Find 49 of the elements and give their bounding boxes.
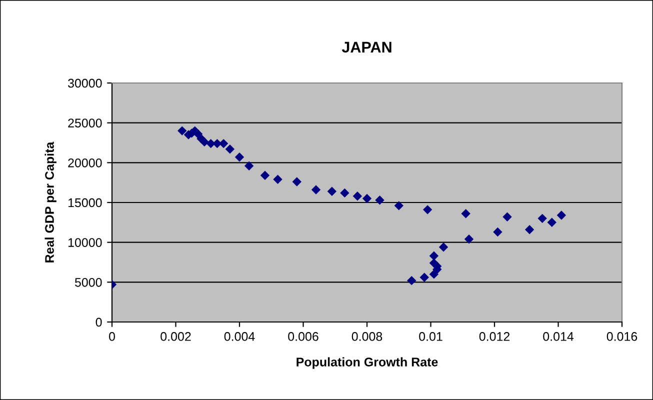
point bbox=[429, 251, 439, 260]
y-tick-label: 10000 bbox=[68, 238, 102, 247]
point bbox=[493, 227, 502, 237]
y-tick-label: 25000 bbox=[68, 118, 102, 128]
point bbox=[273, 174, 282, 184]
x-tick-label: 0.012 bbox=[479, 332, 510, 341]
x-tick-label: 0.002 bbox=[160, 332, 191, 341]
point bbox=[538, 214, 547, 224]
point bbox=[547, 218, 556, 228]
y-tick-label: 20000 bbox=[68, 158, 102, 168]
point bbox=[311, 185, 321, 194]
point bbox=[234, 152, 244, 162]
point bbox=[327, 186, 337, 196]
x-tick-label: 0.016 bbox=[606, 332, 638, 341]
point bbox=[218, 138, 228, 148]
x-tick-label: 0.004 bbox=[224, 332, 255, 341]
point bbox=[407, 276, 416, 286]
point bbox=[556, 210, 566, 220]
y-axis-title: Real GDP per Capita bbox=[44, 142, 56, 262]
x-tick-label: 0.01 bbox=[419, 332, 442, 341]
y-tick-label: 5000 bbox=[74, 278, 102, 287]
point bbox=[438, 242, 448, 252]
point bbox=[394, 201, 404, 210]
y-tick-label: 0 bbox=[96, 318, 102, 327]
point bbox=[464, 234, 474, 244]
point bbox=[292, 177, 302, 186]
chart-title: JAPAN bbox=[342, 42, 392, 53]
point bbox=[225, 144, 235, 154]
point bbox=[422, 205, 432, 214]
y-tick-label: 15000 bbox=[68, 198, 102, 208]
point bbox=[260, 170, 270, 180]
point bbox=[375, 196, 384, 205]
point bbox=[429, 270, 439, 279]
x-axis-title: Population Growth Rate bbox=[296, 357, 438, 369]
point bbox=[340, 188, 350, 198]
point bbox=[362, 194, 372, 204]
x-tick-label: 0 bbox=[109, 332, 115, 341]
point bbox=[352, 192, 362, 201]
point bbox=[461, 209, 470, 218]
point bbox=[502, 212, 512, 222]
point bbox=[200, 137, 210, 147]
x-tick-label: 0.014 bbox=[543, 332, 574, 341]
x-tick-label: 0.006 bbox=[288, 332, 318, 341]
point bbox=[178, 126, 187, 136]
point bbox=[244, 161, 254, 170]
point bbox=[524, 224, 534, 234]
x-tick-label: 0.008 bbox=[352, 332, 382, 341]
point bbox=[420, 272, 429, 282]
y-tick-label: 30000 bbox=[68, 78, 102, 88]
